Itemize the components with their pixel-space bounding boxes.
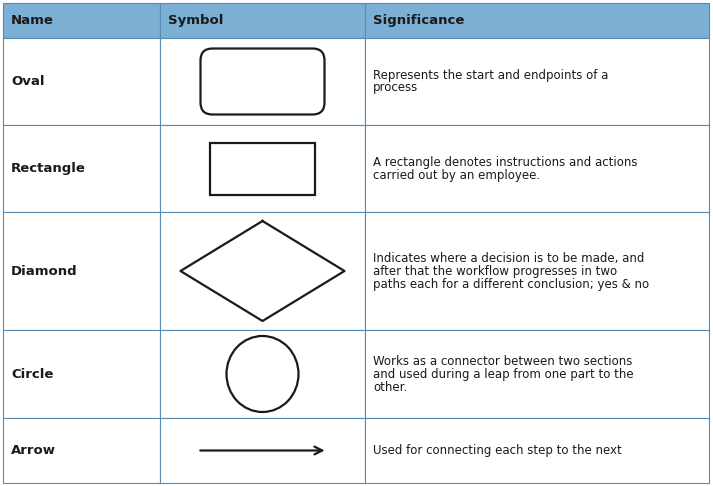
- Bar: [160, 212, 365, 330]
- Text: Indicates where a decision is to be made, and: Indicates where a decision is to be made…: [373, 251, 645, 264]
- Text: paths each for a different conclusion; yes & no: paths each for a different conclusion; y…: [373, 278, 649, 291]
- Text: process: process: [373, 82, 419, 94]
- Bar: [160, 418, 365, 483]
- Text: Works as a connector between two sections: Works as a connector between two section…: [373, 354, 632, 367]
- FancyBboxPatch shape: [200, 49, 324, 115]
- Bar: [160, 330, 365, 418]
- Bar: [365, 418, 709, 483]
- Bar: [3, 330, 160, 418]
- Text: Arrow: Arrow: [11, 444, 56, 457]
- Text: Used for connecting each step to the next: Used for connecting each step to the nex…: [373, 444, 622, 457]
- Text: Name: Name: [11, 14, 54, 27]
- Bar: [160, 3, 365, 38]
- Bar: [365, 38, 709, 125]
- Bar: [3, 125, 160, 212]
- Bar: [365, 3, 709, 38]
- Text: Rectangle: Rectangle: [11, 162, 86, 175]
- Text: Symbol: Symbol: [168, 14, 223, 27]
- Text: Diamond: Diamond: [11, 264, 78, 278]
- Bar: [365, 330, 709, 418]
- Bar: [365, 212, 709, 330]
- Bar: [3, 38, 160, 125]
- Text: other.: other.: [373, 381, 407, 394]
- Text: after that the workflow progresses in two: after that the workflow progresses in tw…: [373, 264, 617, 278]
- Text: Oval: Oval: [11, 75, 44, 88]
- Text: and used during a leap from one part to the: and used during a leap from one part to …: [373, 367, 634, 381]
- Text: Significance: Significance: [373, 14, 464, 27]
- Text: carried out by an employee.: carried out by an employee.: [373, 169, 540, 181]
- Text: Circle: Circle: [11, 367, 53, 381]
- Bar: [3, 212, 160, 330]
- Bar: [160, 38, 365, 125]
- Text: Represents the start and endpoints of a: Represents the start and endpoints of a: [373, 69, 608, 82]
- Bar: [160, 125, 365, 212]
- Bar: [365, 125, 709, 212]
- Text: A rectangle denotes instructions and actions: A rectangle denotes instructions and act…: [373, 156, 637, 169]
- Bar: [3, 3, 160, 38]
- Bar: [3, 418, 160, 483]
- Bar: [210, 142, 315, 194]
- Ellipse shape: [227, 336, 299, 412]
